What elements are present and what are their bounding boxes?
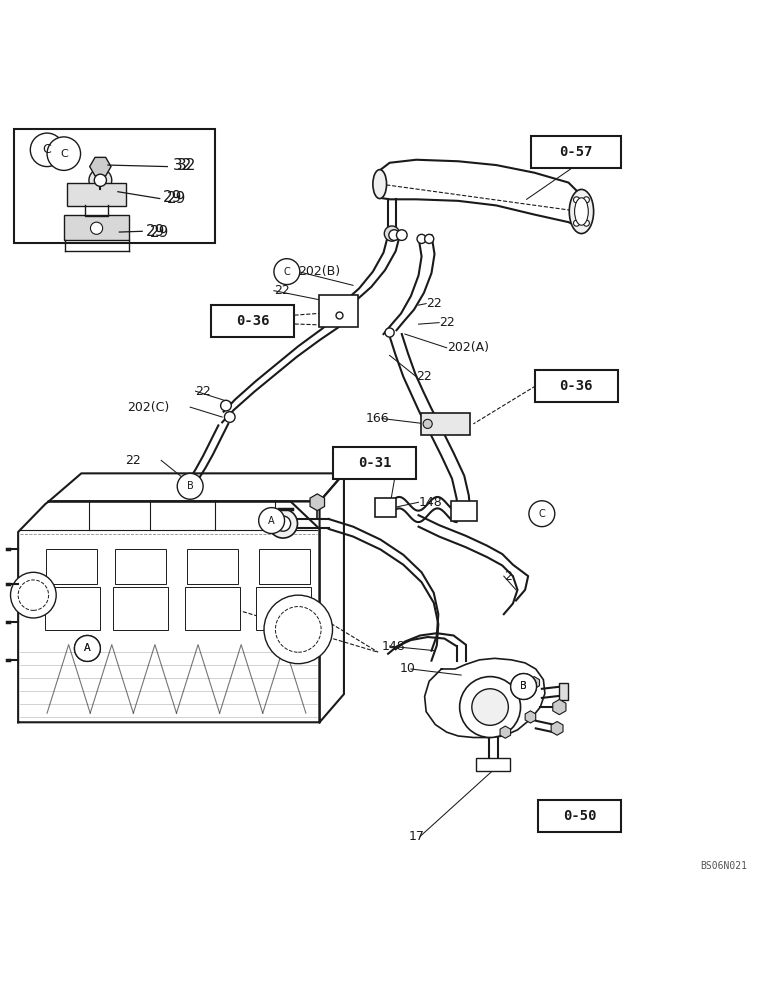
Ellipse shape xyxy=(575,198,588,225)
Circle shape xyxy=(11,572,57,618)
Text: BS06N021: BS06N021 xyxy=(701,861,747,871)
Circle shape xyxy=(384,226,400,241)
Text: 29: 29 xyxy=(163,190,182,205)
Text: 10: 10 xyxy=(400,662,416,675)
Text: 29: 29 xyxy=(150,225,169,240)
FancyBboxPatch shape xyxy=(375,498,396,517)
Text: B: B xyxy=(186,481,193,491)
Text: A: A xyxy=(268,516,275,526)
Circle shape xyxy=(417,234,426,243)
Circle shape xyxy=(89,169,112,192)
FancyBboxPatch shape xyxy=(319,295,358,327)
Circle shape xyxy=(460,677,520,738)
Circle shape xyxy=(269,509,297,538)
Circle shape xyxy=(529,501,555,527)
Circle shape xyxy=(510,674,536,699)
FancyBboxPatch shape xyxy=(558,683,568,700)
Circle shape xyxy=(510,674,536,699)
Circle shape xyxy=(276,516,290,531)
Circle shape xyxy=(90,222,102,234)
FancyBboxPatch shape xyxy=(535,370,617,402)
FancyBboxPatch shape xyxy=(185,587,240,630)
Text: 0-50: 0-50 xyxy=(563,809,597,823)
FancyBboxPatch shape xyxy=(14,129,215,243)
FancyBboxPatch shape xyxy=(47,549,97,584)
Circle shape xyxy=(276,607,321,652)
Text: C: C xyxy=(539,509,545,519)
Text: C: C xyxy=(43,143,51,156)
Text: 22: 22 xyxy=(125,454,141,467)
FancyBboxPatch shape xyxy=(64,215,129,240)
FancyBboxPatch shape xyxy=(211,305,294,337)
Circle shape xyxy=(74,635,100,661)
Circle shape xyxy=(47,137,80,170)
Text: 0-36: 0-36 xyxy=(236,314,270,328)
FancyBboxPatch shape xyxy=(260,549,310,584)
Circle shape xyxy=(397,230,407,240)
Text: 148: 148 xyxy=(419,496,442,509)
Circle shape xyxy=(574,220,580,226)
Circle shape xyxy=(177,473,203,499)
Circle shape xyxy=(94,174,106,186)
Text: 202(B): 202(B) xyxy=(298,265,341,278)
FancyBboxPatch shape xyxy=(257,587,311,630)
Text: 0-31: 0-31 xyxy=(358,456,391,470)
Ellipse shape xyxy=(373,170,387,199)
FancyBboxPatch shape xyxy=(421,413,470,435)
Circle shape xyxy=(18,580,49,610)
Circle shape xyxy=(264,595,332,664)
Circle shape xyxy=(425,234,434,243)
Circle shape xyxy=(472,689,508,725)
Circle shape xyxy=(574,197,580,203)
Circle shape xyxy=(221,400,231,411)
Circle shape xyxy=(225,412,235,422)
Circle shape xyxy=(583,197,589,203)
FancyBboxPatch shape xyxy=(452,501,478,521)
Circle shape xyxy=(583,220,589,226)
Text: B: B xyxy=(520,681,527,691)
FancyBboxPatch shape xyxy=(333,447,416,479)
Text: A: A xyxy=(84,643,91,653)
Circle shape xyxy=(31,133,64,167)
Text: 29: 29 xyxy=(146,224,165,239)
Text: C: C xyxy=(60,149,68,159)
FancyBboxPatch shape xyxy=(477,758,510,771)
Text: C: C xyxy=(283,267,290,277)
Circle shape xyxy=(185,477,200,492)
Text: 0-57: 0-57 xyxy=(559,145,593,159)
Circle shape xyxy=(259,508,284,533)
Text: 202(C): 202(C) xyxy=(127,401,170,414)
Text: 22: 22 xyxy=(439,316,455,329)
Text: 202(A): 202(A) xyxy=(447,341,489,354)
Text: 29: 29 xyxy=(167,191,186,206)
Text: 148: 148 xyxy=(382,640,406,653)
Text: B: B xyxy=(520,681,527,691)
Text: 166: 166 xyxy=(365,412,389,425)
Ellipse shape xyxy=(569,189,594,234)
Text: 2: 2 xyxy=(503,570,512,583)
Circle shape xyxy=(389,230,400,240)
Text: A: A xyxy=(84,643,91,653)
FancyBboxPatch shape xyxy=(115,549,166,584)
FancyBboxPatch shape xyxy=(67,183,126,206)
Circle shape xyxy=(385,328,394,337)
FancyBboxPatch shape xyxy=(45,587,99,630)
Text: 32: 32 xyxy=(176,158,196,173)
Text: 22: 22 xyxy=(416,370,432,383)
Text: 17: 17 xyxy=(409,830,425,843)
Circle shape xyxy=(74,635,100,661)
FancyBboxPatch shape xyxy=(113,587,168,630)
FancyBboxPatch shape xyxy=(187,549,238,584)
Circle shape xyxy=(423,419,432,428)
FancyBboxPatch shape xyxy=(539,800,621,832)
Text: 0-36: 0-36 xyxy=(559,379,593,393)
Text: 22: 22 xyxy=(196,385,212,398)
Text: 22: 22 xyxy=(274,284,290,297)
Text: 22: 22 xyxy=(426,297,442,310)
Text: 32: 32 xyxy=(173,158,192,173)
FancyBboxPatch shape xyxy=(531,136,621,168)
Circle shape xyxy=(274,259,299,285)
